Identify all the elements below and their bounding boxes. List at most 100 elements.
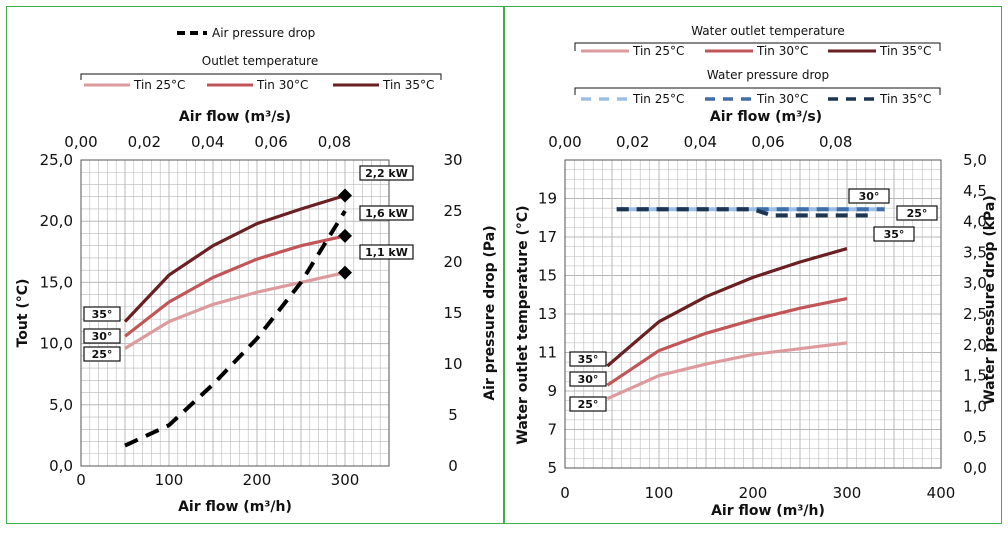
left-start-tag-box [83,328,121,344]
left-x-bottom-tick: 300 [331,471,360,489]
left-y-left-tick: 25,0 [40,151,73,169]
left-x-top-tick: 0,04 [191,133,224,151]
right-y-left-tick: 9 [547,382,557,400]
right-series-water-temp-25 [606,341,848,401]
left-legend-label-tin30: Tin 30°C [256,78,308,92]
left-y-left-tick: 15,0 [40,273,73,291]
right-end-tag-box [848,188,890,204]
right-y-right-tick: 1,0 [963,397,987,415]
right-y-left-tick: 13 [538,305,557,323]
right-legend-dp-label: Tin 35°C [879,92,931,106]
right-legend-title-dp: Water pressure drop [707,68,829,82]
left-start-tag-box [83,306,121,322]
right-legend-title-temp: Water outlet temperature [691,24,845,38]
right-y-right-label: Water pressure drop (kPa) [982,195,998,405]
right-x-top-label: Air flow (m³/s) [710,109,822,125]
left-legend-air-dp-label: Air pressure drop [212,26,315,40]
right-y-right-tick: 4,5 [963,182,987,200]
left-y-left-tick: 10,0 [40,335,73,353]
right-legend-dp-label: Tin 25°C [632,92,684,106]
left-y-right-tick: 30 [443,151,462,169]
right-x-bottom-tick: 100 [645,484,674,502]
right-plot-frame [564,159,942,469]
right-y-right-tick: 4,0 [963,213,987,231]
right-y-right-tick: 1,5 [963,367,987,385]
left-power-label: 2,2 kW [365,167,408,180]
right-y-right-tick: 2,5 [963,305,987,323]
left-x-top-tick: 0,00 [64,133,97,151]
left-power-label-box [359,244,414,260]
right-y-left-tick: 11 [538,344,557,362]
right-x-top-tick: 0,02 [616,133,649,151]
left-x-top-tick: 0,08 [318,133,351,151]
left-x-bottom-tick: 200 [243,471,272,489]
right-x-bottom-tick: 400 [927,484,956,502]
left-y-left-tick: 5,0 [49,396,73,414]
left-legend-title: Outlet temperature [202,54,318,68]
right-legend-temp-label: Tin 35°C [879,44,931,58]
right-legend-temp-label: Tin 30°C [756,44,808,58]
right-y-left-tick: 7 [547,421,557,439]
left-power-marker [338,228,352,243]
right-end-tag: 35° [884,228,905,241]
left-x-bottom-label: Air flow (m³/h) [178,499,292,515]
left-start-tag: 25° [92,348,113,361]
left-y-right-tick: 25 [443,202,462,220]
right-end-tag: 25° [907,207,928,220]
right-y-right-tick: 3,0 [963,274,987,292]
left-legend-bracket [80,73,442,80]
right-y-right-tick: 5,0 [963,151,987,169]
left-y-right-label: Air pressure drop (Pa) [482,225,498,400]
left-start-tag: 30° [92,330,113,343]
left-x-bottom-tick: 0 [76,471,86,489]
left-x-top-tick: 0,06 [254,133,287,151]
right-x-bottom-label: Air flow (m³/h) [711,503,825,519]
right-series-water-temp-30 [606,297,848,387]
right-y-left-tick: 5 [547,459,557,477]
left-x-top-tick: 0,02 [128,133,161,151]
left-y-right-tick: 20 [443,253,462,271]
left-power-marker [338,265,352,280]
left-legend-label-tin25: Tin 25°C [133,78,185,92]
right-end-tag-box [873,226,915,242]
left-start-tag-box [83,346,121,362]
left-power-label-box [359,165,414,181]
right-start-tag: 30° [578,373,599,386]
right-legend-temp-label: Tin 25°C [632,44,684,58]
right-start-tag: 25° [578,398,599,411]
right-y-left-tick: 19 [538,190,557,208]
left-power-marker [338,188,352,203]
left-y-right-tick: 5 [448,406,458,424]
right-legend-bracket-temp [574,42,941,51]
right-y-left-tick: 17 [538,228,557,246]
left-plot-frame [80,159,390,467]
left-y-right-tick: 0 [448,457,458,475]
left-panel [6,6,504,524]
left-series-tin-25 [124,271,346,350]
right-series-water-dp-35 [616,207,876,218]
left-series-tin-35 [123,193,346,323]
right-x-bottom-tick: 0 [560,484,570,502]
right-start-tag-box [569,371,607,387]
right-y-left-label: Water outlet temperature (°C) [515,205,531,444]
right-y-left-tick: 15 [538,267,557,285]
right-x-top-tick: 0,06 [751,133,784,151]
right-end-tag-box [896,205,938,221]
right-x-top-tick: 0,04 [684,133,717,151]
left-x-bottom-tick: 100 [155,471,184,489]
left-y-right-tick: 10 [443,355,462,373]
right-x-top-tick: 0,08 [819,133,852,151]
left-y-left-label: Tout (°C) [15,279,31,348]
right-start-tag-box [569,396,607,412]
left-series-tin-30 [124,234,346,338]
right-y-right-tick: 3,5 [963,243,987,261]
left-power-label: 1,1 kW [365,246,408,259]
right-y-right-tick: 0,0 [963,459,987,477]
right-x-top-tick: 0,00 [548,133,581,151]
left-legend-label-tin35: Tin 35°C [382,78,434,92]
right-legend-bracket-dp [574,87,941,95]
right-start-tag-box [569,351,607,367]
left-start-tag: 35° [92,308,113,321]
